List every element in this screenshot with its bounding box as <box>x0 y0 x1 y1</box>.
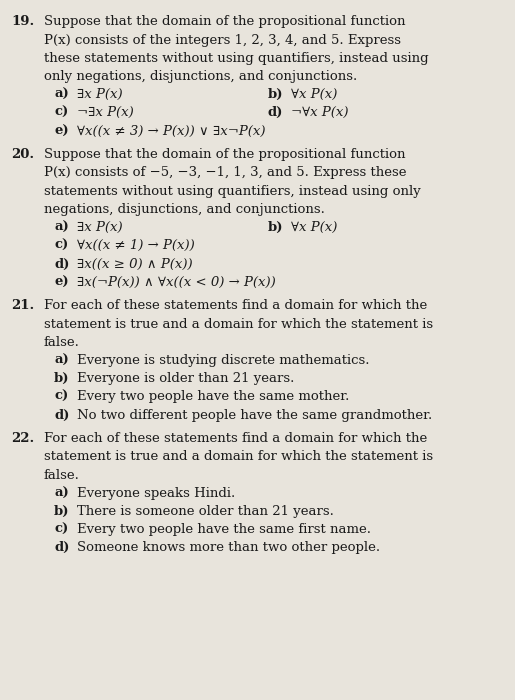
Text: c): c) <box>54 239 68 252</box>
Text: statement is true and a domain for which the statement is: statement is true and a domain for which… <box>44 318 433 330</box>
Text: d): d) <box>54 409 70 421</box>
Text: Everyone is older than 21 years.: Everyone is older than 21 years. <box>77 372 295 385</box>
Text: c): c) <box>54 523 68 536</box>
Text: a): a) <box>54 486 69 500</box>
Text: d): d) <box>268 106 283 120</box>
Text: ¬∀x P(x): ¬∀x P(x) <box>291 106 349 120</box>
Text: d): d) <box>54 541 70 554</box>
Text: false.: false. <box>44 468 80 482</box>
Text: There is someone older than 21 years.: There is someone older than 21 years. <box>77 505 334 518</box>
Text: e): e) <box>54 276 68 288</box>
Text: only negations, disjunctions, and conjunctions.: only negations, disjunctions, and conjun… <box>44 70 357 83</box>
Text: e): e) <box>54 125 68 138</box>
Text: b): b) <box>268 221 283 234</box>
Text: ∃x(¬P(x)) ∧ ∀x((x < 0) → P(x)): ∃x(¬P(x)) ∧ ∀x((x < 0) → P(x)) <box>77 276 276 288</box>
Text: statement is true and a domain for which the statement is: statement is true and a domain for which… <box>44 450 433 463</box>
Text: Suppose that the domain of the propositional function: Suppose that the domain of the propositi… <box>44 148 405 161</box>
Text: ∃x P(x): ∃x P(x) <box>77 88 123 102</box>
Text: 22.: 22. <box>11 432 35 445</box>
Text: ∃x P(x): ∃x P(x) <box>77 221 123 234</box>
Text: No two different people have the same grandmother.: No two different people have the same gr… <box>77 409 433 421</box>
Text: ∀x((x ≠ 3) → P(x)) ∨ ∃x¬P(x): ∀x((x ≠ 3) → P(x)) ∨ ∃x¬P(x) <box>77 125 266 138</box>
Text: b): b) <box>54 505 70 518</box>
Text: P(x) consists of the integers 1, 2, 3, 4, and 5. Express: P(x) consists of the integers 1, 2, 3, 4… <box>44 34 401 47</box>
Text: For each of these statements find a domain for which the: For each of these statements find a doma… <box>44 300 427 312</box>
Text: a): a) <box>54 88 69 102</box>
Text: c): c) <box>54 106 68 120</box>
Text: Everyone is studying discrete mathematics.: Everyone is studying discrete mathematic… <box>77 354 370 367</box>
Text: 21.: 21. <box>11 300 35 312</box>
Text: ∀x P(x): ∀x P(x) <box>291 221 337 234</box>
Text: Every two people have the same first name.: Every two people have the same first nam… <box>77 523 371 536</box>
Text: a): a) <box>54 354 69 367</box>
Text: 19.: 19. <box>11 15 35 29</box>
Text: ∀x P(x): ∀x P(x) <box>291 88 337 102</box>
Text: statements without using quantifiers, instead using only: statements without using quantifiers, in… <box>44 185 421 197</box>
Text: false.: false. <box>44 336 80 349</box>
Text: Someone knows more than two other people.: Someone knows more than two other people… <box>77 541 381 554</box>
Text: ¬∃x P(x): ¬∃x P(x) <box>77 106 134 120</box>
Text: Every two people have the same mother.: Every two people have the same mother. <box>77 391 350 403</box>
Text: P(x) consists of −5, −3, −1, 1, 3, and 5. Express these: P(x) consists of −5, −3, −1, 1, 3, and 5… <box>44 167 406 179</box>
Text: b): b) <box>54 372 70 385</box>
Text: 20.: 20. <box>11 148 35 161</box>
Text: d): d) <box>54 258 70 270</box>
Text: ∀x((x ≠ 1) → P(x)): ∀x((x ≠ 1) → P(x)) <box>77 239 195 252</box>
Text: b): b) <box>268 88 283 102</box>
Text: Everyone speaks Hindi.: Everyone speaks Hindi. <box>77 486 235 500</box>
Text: negations, disjunctions, and conjunctions.: negations, disjunctions, and conjunction… <box>44 203 324 216</box>
Text: a): a) <box>54 221 69 234</box>
Text: c): c) <box>54 391 68 403</box>
Text: ∃x((x ≥ 0) ∧ P(x)): ∃x((x ≥ 0) ∧ P(x)) <box>77 258 193 270</box>
Text: For each of these statements find a domain for which the: For each of these statements find a doma… <box>44 432 427 445</box>
Text: Suppose that the domain of the propositional function: Suppose that the domain of the propositi… <box>44 15 405 29</box>
Text: these statements without using quantifiers, instead using: these statements without using quantifie… <box>44 52 428 65</box>
